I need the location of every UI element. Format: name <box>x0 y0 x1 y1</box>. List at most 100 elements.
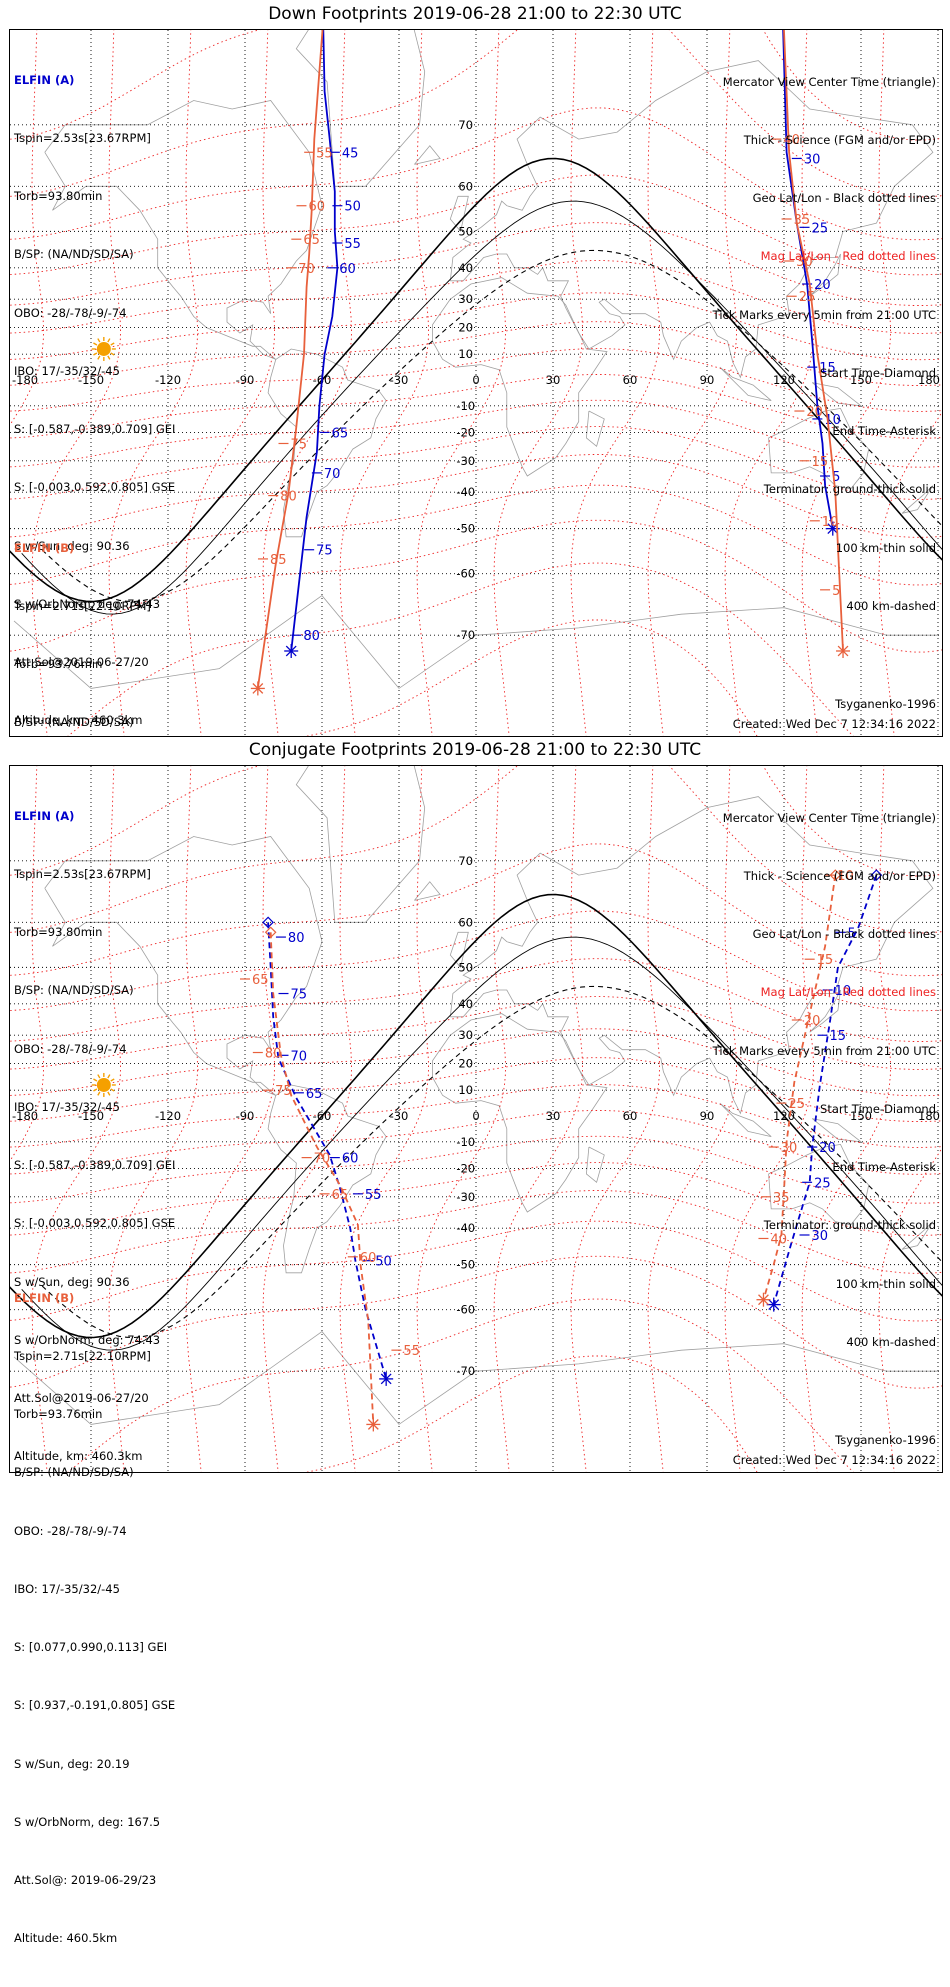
elfin-a-header: ELFIN (A) <box>14 808 75 823</box>
mag-parallel <box>10 399 942 468</box>
legend-item: Thick - Science (FGM and/or EPD) <box>743 869 936 884</box>
sun-ray <box>97 338 101 343</box>
mag-parallel <box>10 1028 942 1097</box>
coastline <box>432 1013 608 1213</box>
lat-tick-label: 10 <box>458 1083 473 1097</box>
mag-parallel <box>10 374 942 439</box>
end-asterisk <box>284 643 299 658</box>
lon-tick-label: 0 <box>472 373 479 387</box>
tick-label: 15 <box>819 361 836 376</box>
coastline <box>414 881 441 901</box>
lat-tick-label: 60 <box>458 179 473 193</box>
legend-item: Start Time-Diamond <box>820 1101 936 1116</box>
lat-tick-label: 40 <box>458 997 473 1011</box>
tick-label: 30 <box>812 1229 829 1244</box>
tick-label: 25 <box>788 1097 805 1112</box>
tick-label: 80 <box>265 1047 282 1062</box>
tick-label: 70 <box>324 467 341 482</box>
lat-tick-label: -50 <box>456 522 475 536</box>
lat-tick-label: -60 <box>456 567 475 581</box>
mag-parallel <box>67 562 854 736</box>
coastline <box>811 1118 863 1143</box>
lat-tick-label: -10 <box>456 1135 475 1149</box>
elfin-b-line: Tspin=2.71s[22.10RPM] <box>14 1349 151 1364</box>
conjugate-footprints-map: -180 -150 -120 -90 -60 -30 0 30 60 90 120 150 180706… <box>10 766 942 1472</box>
conjugate-footprints-panel: -180 -150 -120 -90 -60 -30 0 30 60 90 120 150 180 70 6… <box>9 765 943 1945</box>
lon-tick-label: 180 <box>918 373 940 387</box>
elfin-b-line: S w/OrbNorm, deg: 167.5 <box>14 1814 161 1829</box>
legend-item: Terminator: ground-thick solid <box>763 482 936 497</box>
elfin-a-line: B/SP: (NA/ND/SD/SA) <box>14 983 134 998</box>
mag-parallel <box>10 1190 942 1274</box>
elfin-a-track <box>772 874 878 1305</box>
lat-tick-label: 60 <box>458 915 473 929</box>
tick-label: 20 <box>804 1014 821 1029</box>
tick-label: 65 <box>306 1087 323 1102</box>
lon-tick-label: 30 <box>546 373 561 387</box>
lat-tick-label: -30 <box>456 1190 475 1204</box>
sun-icon <box>91 1072 116 1097</box>
asterisk-stroke <box>768 1299 780 1311</box>
elfin-b-line: S: [0.937,-0.191,0.805] GSE <box>14 1698 176 1713</box>
coastline <box>44 836 323 1096</box>
tick-label: 10 <box>822 515 839 530</box>
elfin-b-line: Torb=93.76min <box>14 657 103 672</box>
start-diamond <box>870 869 883 881</box>
tick-label: 70 <box>291 1049 308 1064</box>
coastline <box>809 989 841 1033</box>
coastline <box>449 195 469 232</box>
elfin-a-track <box>782 30 834 529</box>
start-diamond <box>829 869 842 881</box>
coastline <box>13 595 938 689</box>
lat-tick-label: 70 <box>458 118 473 132</box>
elfin-a-header: ELFIN (A) <box>14 72 75 87</box>
elfin-a-line: OBO: -28/-78/-9/-74 <box>14 305 127 320</box>
tick-label: 50 <box>344 200 361 215</box>
mag-parallel <box>10 1110 942 1175</box>
mag-meridian <box>339 30 429 736</box>
lon-tick-label: -90 <box>236 1109 255 1123</box>
elfin-a-info: ELFIN (A) Tspin=2.53s[23.67RPM] Torb=93.… <box>14 768 175 1505</box>
sun-ray <box>107 1074 111 1079</box>
tick-label: 25 <box>799 290 816 305</box>
mag-parallel <box>10 107 942 241</box>
coastline <box>585 1146 605 1183</box>
tick-label: 65 <box>332 426 349 441</box>
elfin-b-line: Att.Sol@: 2019-06-29/23 <box>14 1873 157 1887</box>
tick-label: 55 <box>403 1344 420 1359</box>
elfin-a-track <box>267 922 388 1380</box>
legend-item: 100 km-thin solid <box>835 540 936 555</box>
legend-item: Geo Lat/Lon - Black dotted lines <box>752 191 936 206</box>
elfin-b-line: S w/Sun, deg: 20.19 <box>14 1756 130 1771</box>
elfin-a-line: OBO: -28/-78/-9/-74 <box>14 1041 127 1056</box>
elfin-b-track <box>783 30 844 652</box>
sun-ray <box>110 1078 115 1082</box>
tick-label: 85 <box>270 553 287 568</box>
sun-ray <box>97 1091 101 1096</box>
elfin-b-line: OBO: -28/-78/-9/-74 <box>14 1523 127 1538</box>
elfin-a-line: Tspin=2.53s[23.67RPM] <box>14 867 151 882</box>
end-asterisk <box>250 681 265 696</box>
coastline <box>768 1143 870 1226</box>
mag-meridian <box>570 766 660 1472</box>
lat-tick-label: -10 <box>456 399 475 413</box>
tick-label: 20 <box>806 405 823 420</box>
mag-parallel <box>10 1255 942 1389</box>
tick-label: 10 <box>837 869 854 884</box>
mag-parallel <box>10 910 942 1012</box>
legend-item: Thick - Science (FGM and/or EPD) <box>743 133 936 148</box>
tick-label: 80 <box>303 629 320 644</box>
lon-tick-label: 150 <box>850 373 872 387</box>
tick-label: 15 <box>817 953 834 968</box>
bottom-chart-title: Conjugate Footprints 2019-06-28 21:00 to… <box>248 740 702 760</box>
tick-label: 30 <box>796 255 813 270</box>
lon-tick-label: 60 <box>623 373 638 387</box>
lon-tick-label: 90 <box>700 1109 715 1123</box>
tick-label: 30 <box>781 1141 798 1156</box>
tick-label: 80 <box>280 490 297 505</box>
elfin-b-line: Altitude: 460.5km <box>14 1931 118 1946</box>
tick-label: 45 <box>342 146 359 161</box>
terminator-400km <box>41 985 942 1339</box>
legend: Mercator View Center Time (triangle) Thi… <box>713 770 936 1391</box>
sun-ray <box>93 1078 98 1082</box>
